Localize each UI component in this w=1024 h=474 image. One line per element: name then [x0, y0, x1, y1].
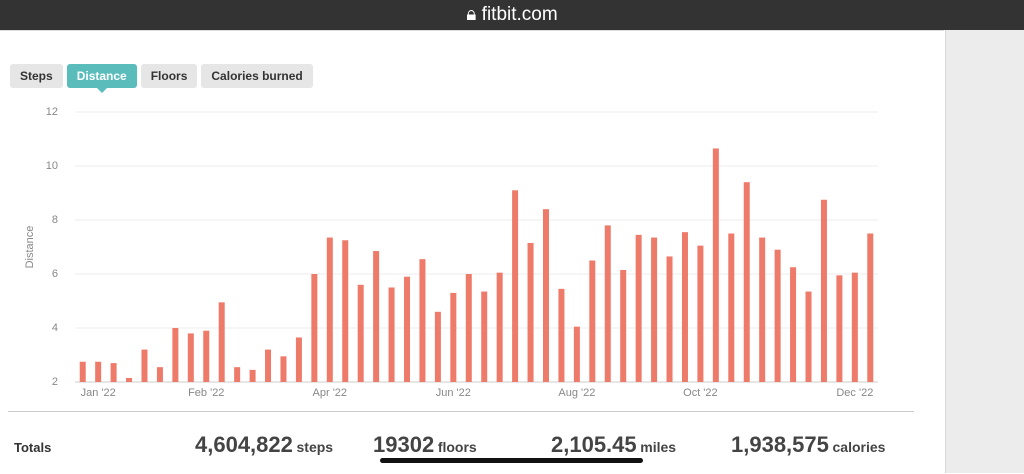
bar: [95, 361, 102, 382]
x-tick-label: Oct '22: [683, 387, 718, 399]
total-item: 2,105.45 miles: [551, 432, 676, 458]
x-tick-label: Jun '22: [436, 387, 471, 399]
bar: [697, 245, 704, 382]
bar: [542, 209, 549, 382]
bar: [712, 148, 719, 382]
bar: [820, 199, 827, 382]
y-tick-label: 4: [52, 322, 58, 334]
x-tick-label: Feb '22: [188, 387, 224, 399]
bar: [681, 232, 688, 382]
y-tick-label: 8: [52, 214, 58, 226]
bar: [326, 237, 333, 382]
bar: [759, 237, 766, 382]
bar: [496, 272, 503, 382]
bar: [465, 274, 472, 382]
total-value: 19302: [373, 432, 435, 457]
bar: [187, 333, 194, 382]
total-unit: miles: [640, 439, 677, 455]
bar: [604, 225, 611, 382]
bar: [79, 361, 86, 382]
bar: [867, 233, 874, 382]
bar: [620, 269, 627, 382]
tab[interactable]: Floors: [140, 64, 198, 88]
bar: [295, 337, 302, 382]
bar: [203, 330, 210, 382]
x-tick-label: Apr '22: [313, 387, 348, 399]
total-unit: floors: [437, 439, 477, 455]
y-tick-label: 12: [46, 106, 58, 118]
bar: [249, 369, 256, 382]
total-item: 1,938,575 calories: [731, 432, 885, 458]
x-tick-label: Aug '22: [558, 387, 595, 399]
x-tick-label: Dec '22: [836, 387, 873, 399]
bar: [404, 276, 411, 382]
bar: [558, 288, 565, 382]
bar: [635, 234, 642, 382]
bar: [172, 328, 179, 382]
sidebar: [945, 30, 1024, 473]
bar: [110, 363, 117, 382]
bar: [141, 349, 148, 382]
divider: [8, 411, 914, 412]
totals-label: Totals: [14, 440, 52, 455]
bar: [450, 292, 457, 382]
bar: [126, 377, 133, 382]
tab[interactable]: Calories burned: [201, 64, 313, 88]
tab[interactable]: Steps: [10, 64, 63, 88]
bar: [234, 367, 241, 382]
address-bar: 🔒︎ fitbit.com: [0, 0, 1024, 30]
bar: [434, 311, 441, 382]
total-item: 19302 floors: [373, 432, 477, 458]
total-value: 4,604,822: [195, 432, 293, 457]
total-value: 1,938,575: [731, 432, 829, 457]
total-item: 4,604,822 steps: [195, 432, 333, 458]
bar: [589, 260, 596, 382]
bar: [373, 251, 380, 382]
bar: [357, 284, 364, 382]
bar: [851, 272, 858, 382]
bar: [388, 287, 395, 382]
y-tick-label: 2: [52, 376, 58, 388]
total-unit: steps: [296, 439, 334, 455]
total-value: 2,105.45: [551, 432, 637, 457]
y-tick-label: 10: [46, 160, 58, 172]
tab[interactable]: Distance: [66, 64, 137, 93]
x-tick-label: Jan '22: [81, 387, 116, 399]
bar: [666, 256, 673, 382]
bar: [743, 182, 750, 382]
y-tick-label: 6: [52, 268, 58, 280]
bar: [156, 367, 163, 382]
bar: [790, 267, 797, 382]
bar: [512, 190, 519, 382]
bar: [481, 291, 488, 382]
bar: [342, 240, 349, 382]
y-axis-label: Distance: [24, 226, 36, 269]
bar: [836, 275, 843, 382]
tabs: Steps Distance Floors Calories burned: [10, 64, 313, 93]
url: fitbit.com: [481, 4, 558, 25]
total-unit: calories: [832, 439, 886, 455]
bar: [527, 242, 534, 382]
bar: [728, 233, 735, 382]
bar: [419, 259, 426, 382]
bar: [280, 356, 287, 382]
bar: [651, 237, 658, 382]
panel: [0, 30, 944, 474]
bar: [265, 349, 272, 382]
bar: [774, 249, 781, 382]
chart: 2 4 6 8 10 12 Distance Jan '22 Feb '22 Apr '22 Jun…: [24, 106, 878, 399]
bar: [311, 274, 318, 382]
bar: [805, 291, 812, 382]
bar: [218, 302, 225, 382]
home-indicator: [380, 458, 643, 463]
bar: [573, 326, 580, 382]
